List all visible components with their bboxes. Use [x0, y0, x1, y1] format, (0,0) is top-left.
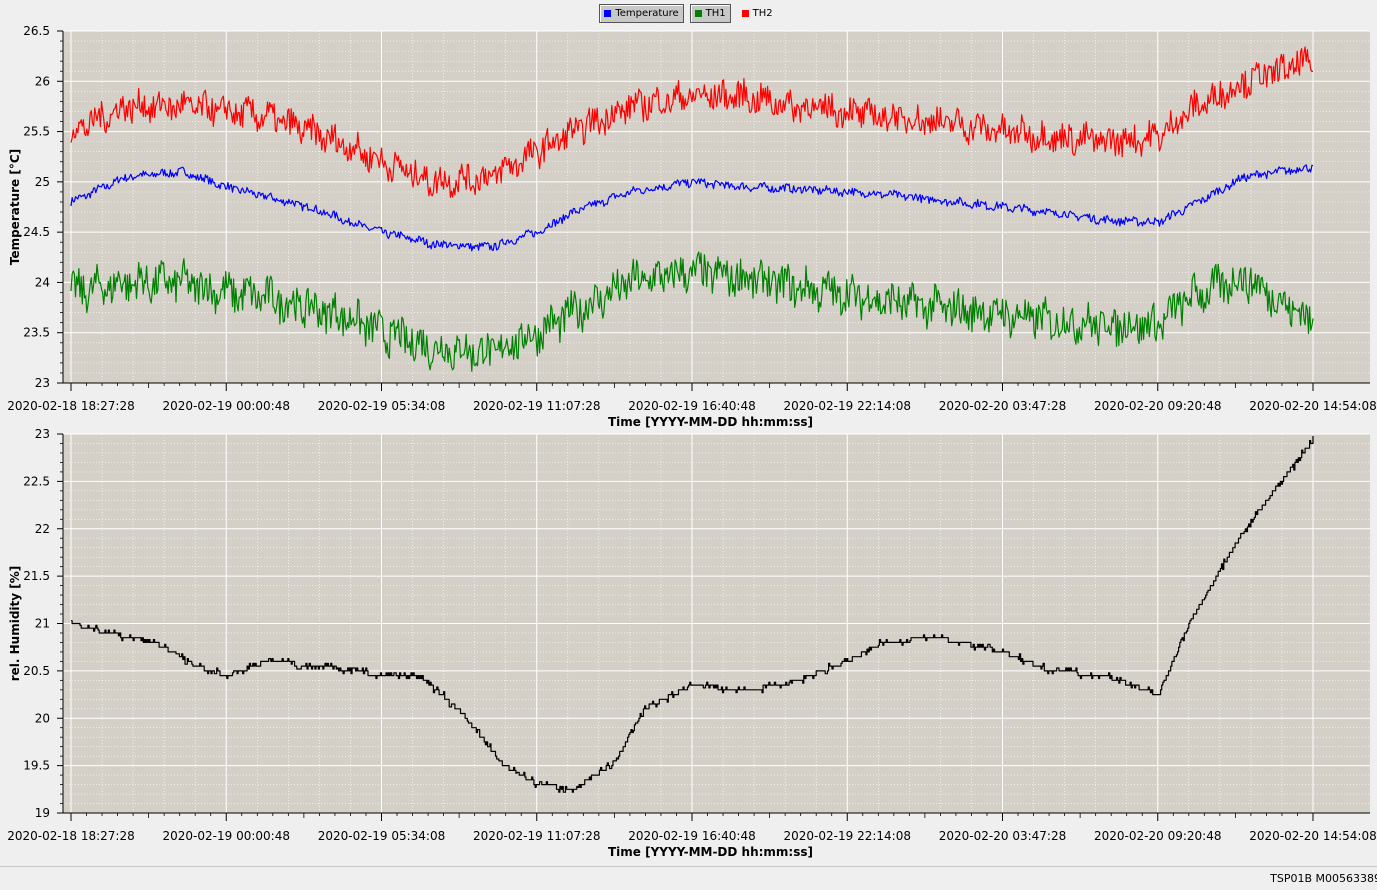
x-axis-label: Time [YYYY-MM-DD hh:mm:ss] — [608, 415, 813, 429]
legend-item-temperature[interactable]: Temperature — [599, 4, 684, 23]
legend-item-th1[interactable]: TH1 — [689, 4, 731, 23]
y-tick-label: 19 — [35, 806, 50, 820]
series-line-rel-humidity — [71, 435, 1314, 793]
y-tick-label: 20.5 — [23, 664, 50, 678]
x-tick-label: 2020-02-18 18:27:28 — [7, 829, 134, 843]
x-tick-label: 2020-02-19 16:40:48 — [628, 399, 755, 413]
y-tick-label: 25.5 — [23, 125, 50, 139]
x-axis-label: Time [YYYY-MM-DD hh:mm:ss] — [608, 845, 813, 859]
th2-swatch-icon — [741, 10, 749, 17]
x-tick-label: 2020-02-19 05:34:08 — [318, 829, 445, 843]
x-tick-label: 2020-02-19 11:07:28 — [473, 829, 600, 843]
y-tick-label: 26.5 — [23, 24, 50, 38]
series-line-temperature — [70, 164, 1314, 252]
x-tick-label: 2020-02-20 14:54:08 — [1249, 829, 1376, 843]
x-tick-label: 2020-02-19 00:00:48 — [163, 829, 290, 843]
temperature-chart: 2020-02-18 18:27:28 2020-02-19 00:00:48 20… — [7, 24, 1376, 429]
x-tick-label: 2020-02-20 09:20:48 — [1094, 829, 1221, 843]
y-tick-label: 21.5 — [23, 569, 50, 583]
x-tick-label: 2020-02-20 03:47:28 — [939, 829, 1066, 843]
temperature-swatch-icon — [604, 10, 612, 17]
y-tick-label: 25 — [35, 175, 50, 189]
legend-label: TH2 — [752, 8, 773, 19]
y-tick-label: 23 — [35, 376, 50, 390]
legend-label: Temperature — [615, 8, 679, 19]
y-tick-label: 23 — [35, 427, 50, 441]
legend: Temperature TH1 TH2 — [0, 4, 1377, 23]
y-tick-label: 24.5 — [23, 225, 50, 239]
y-tick-label: 19.5 — [23, 759, 50, 773]
legend-item-th2[interactable]: TH2 — [737, 4, 778, 23]
x-tick-label: 2020-02-19 05:34:08 — [318, 399, 445, 413]
x-tick-label: 2020-02-19 22:14:08 — [784, 399, 911, 413]
y-tick-label: 24 — [35, 275, 50, 289]
x-tick-label: 2020-02-20 09:20:48 — [1094, 399, 1221, 413]
y-tick-label: 23.5 — [23, 326, 50, 340]
x-tick-label: 2020-02-20 14:54:08 — [1249, 399, 1376, 413]
humidity-chart: 2020-02-18 18:27:28 2020-02-19 00:00:48 20… — [7, 427, 1376, 859]
chart-area: 2020-02-18 18:27:28 2020-02-19 00:00:48 20… — [7, 24, 1376, 859]
legend-label: TH1 — [705, 8, 726, 19]
x-tick-label: 2020-02-18 18:27:28 — [7, 399, 134, 413]
x-tick-label: 2020-02-19 11:07:28 — [473, 399, 600, 413]
status-bar: TSP01B M00563389 — [0, 866, 1377, 890]
x-tick-label: 2020-02-20 03:47:28 — [939, 399, 1066, 413]
device-id-label: TSP01B M00563389 — [1270, 872, 1377, 885]
y-tick-label: 20 — [35, 711, 50, 725]
y-tick-label: 21 — [35, 617, 50, 631]
th1-swatch-icon — [694, 10, 702, 17]
plot-background — [63, 31, 1370, 383]
y-axis-label: rel. Humidity [%] — [8, 566, 22, 682]
y-tick-label: 22.5 — [23, 474, 50, 488]
x-tick-label: 2020-02-19 00:00:48 — [163, 399, 290, 413]
x-tick-label: 2020-02-19 16:40:48 — [628, 829, 755, 843]
minor-grid — [63, 31, 1370, 383]
series-line-th2 — [70, 46, 1313, 198]
x-tick-label: 2020-02-19 22:14:08 — [784, 829, 911, 843]
series-line-th1 — [70, 251, 1314, 372]
y-axis-label: Temperature [°C] — [8, 149, 22, 265]
y-tick-label: 26 — [35, 74, 50, 88]
y-tick-label: 22 — [35, 522, 50, 536]
